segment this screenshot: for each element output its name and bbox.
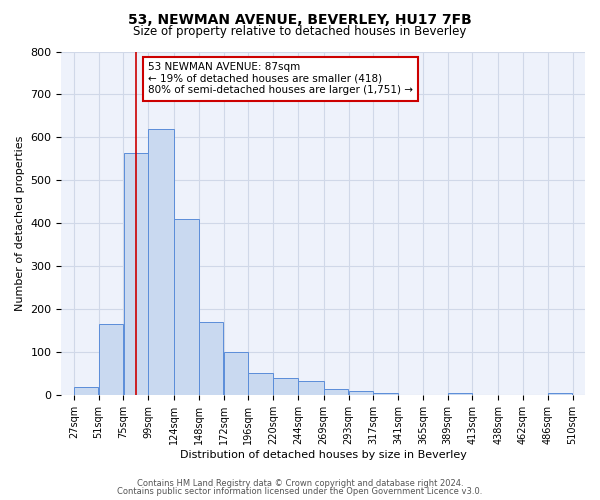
Bar xyxy=(248,373,273,396)
Text: Contains HM Land Registry data © Crown copyright and database right 2024.: Contains HM Land Registry data © Crown c… xyxy=(137,478,463,488)
Text: 53 NEWMAN AVENUE: 87sqm
← 19% of detached houses are smaller (418)
80% of semi-d: 53 NEWMAN AVENUE: 87sqm ← 19% of detache… xyxy=(148,62,413,96)
Text: 53, NEWMAN AVENUE, BEVERLEY, HU17 7FB: 53, NEWMAN AVENUE, BEVERLEY, HU17 7FB xyxy=(128,12,472,26)
Text: Size of property relative to detached houses in Beverley: Size of property relative to detached ho… xyxy=(133,25,467,38)
X-axis label: Distribution of detached houses by size in Beverley: Distribution of detached houses by size … xyxy=(180,450,467,460)
Bar xyxy=(174,219,199,396)
Bar xyxy=(224,352,248,396)
Y-axis label: Number of detached properties: Number of detached properties xyxy=(15,136,25,311)
Bar xyxy=(124,152,148,396)
Bar xyxy=(298,381,323,396)
Bar xyxy=(199,322,223,396)
Bar xyxy=(349,391,373,396)
Text: Contains public sector information licensed under the Open Government Licence v3: Contains public sector information licen… xyxy=(118,487,482,496)
Bar xyxy=(99,324,123,396)
Bar xyxy=(74,387,98,396)
Bar xyxy=(148,129,174,396)
Bar xyxy=(548,393,572,396)
Bar xyxy=(273,378,298,396)
Bar xyxy=(448,393,472,396)
Bar xyxy=(373,393,398,396)
Bar xyxy=(324,389,349,396)
